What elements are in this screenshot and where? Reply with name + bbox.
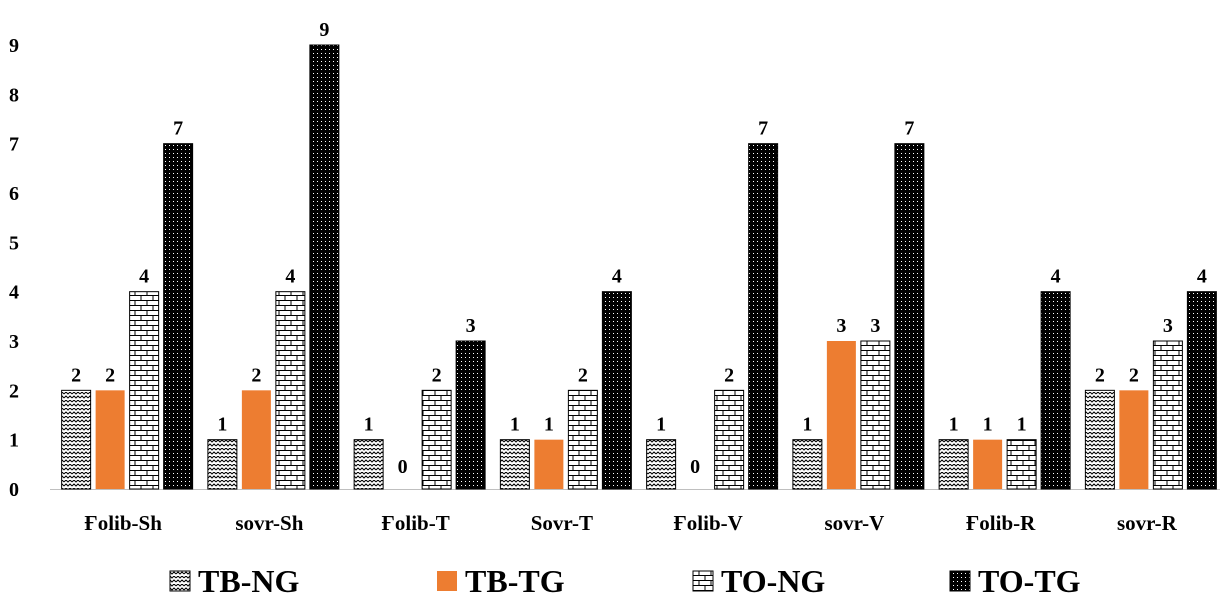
- y-tick-label: 7: [9, 134, 19, 156]
- bar-to-tg: [1186, 291, 1217, 490]
- legend-item-tb-tg: TB-TG: [437, 563, 565, 599]
- data-label: 7: [173, 118, 183, 140]
- data-label: 3: [836, 315, 846, 337]
- bar-to-ng: [714, 389, 745, 490]
- bar-tb-ng: [646, 439, 677, 490]
- data-label: 2: [1129, 364, 1139, 386]
- data-label: 7: [904, 118, 914, 140]
- bar-tb-ng: [938, 439, 969, 490]
- y-tick-label: 8: [9, 84, 19, 106]
- data-label: 4: [1197, 266, 1207, 288]
- data-label: 3: [870, 315, 880, 337]
- data-label: 2: [724, 364, 734, 386]
- bar-tb-ng: [792, 439, 823, 490]
- bar-to-tg: [1040, 291, 1071, 490]
- y-tick-label: 3: [9, 331, 19, 353]
- legend-swatch: [949, 570, 971, 592]
- x-category-label: sovr-V: [824, 511, 884, 535]
- bar-tb-tg: [534, 439, 564, 489]
- data-label: 2: [1095, 364, 1105, 386]
- legend-item-to-tg: TO-TG: [949, 563, 1081, 599]
- bar-to-ng: [421, 389, 452, 490]
- legend-label: TB-TG: [465, 563, 565, 596]
- data-label: 9: [319, 19, 329, 41]
- bar-tb-ng: [207, 439, 238, 490]
- y-tick-label: 5: [9, 232, 19, 254]
- data-label: 1: [510, 414, 520, 436]
- data-label: 1: [656, 414, 666, 436]
- x-category-label: Sovr-T: [531, 511, 593, 535]
- bar-to-tg: [748, 143, 779, 490]
- legend-item-tb-ng: TB-NG: [169, 563, 299, 599]
- bar-tb-ng: [61, 389, 92, 490]
- data-label: 2: [432, 364, 442, 386]
- x-category-label: sovr-R: [1117, 511, 1178, 535]
- bar-to-ng: [567, 389, 598, 490]
- bar-to-ng: [860, 340, 891, 490]
- x-category-label: Ғolib-Sh: [84, 511, 162, 535]
- data-label: 3: [1163, 315, 1173, 337]
- bar-to-tg: [309, 44, 340, 490]
- legend-swatch: [692, 570, 714, 592]
- bar-to-tg: [894, 143, 925, 490]
- data-label: 2: [251, 364, 261, 386]
- y-tick-label: 6: [9, 183, 19, 205]
- x-category-label: Ғolib-T: [382, 511, 450, 535]
- bar-to-tg: [601, 291, 632, 490]
- data-label: 2: [578, 364, 588, 386]
- bar-to-ng: [275, 291, 306, 490]
- y-tick-label: 0: [9, 479, 19, 501]
- bar-to-tg: [163, 143, 194, 490]
- data-label: 1: [544, 414, 554, 436]
- legend-label: TB-NG: [198, 563, 299, 596]
- x-category-label: Ғolib-V: [673, 511, 742, 535]
- legend: TB-NG TB-TG TO-NG TO-TG: [169, 563, 1081, 599]
- data-label: 1: [983, 414, 993, 436]
- y-tick-label: 2: [9, 380, 19, 402]
- data-label: 2: [105, 364, 115, 386]
- bar-tb-tg: [241, 390, 271, 489]
- bars-layer: [61, 44, 1217, 490]
- y-tick-label: 4: [9, 282, 19, 304]
- data-label: 1: [217, 414, 227, 436]
- data-label: 4: [612, 266, 622, 288]
- x-category-label: sovr-Sh: [235, 511, 303, 535]
- bar-tb-ng: [353, 439, 384, 490]
- data-label: 1: [364, 414, 374, 436]
- bar-tb-tg: [1119, 390, 1149, 489]
- data-label: 3: [466, 315, 476, 337]
- data-label: 4: [139, 266, 149, 288]
- bar-to-ng: [129, 291, 160, 490]
- axis-layer: 0 1 2 3 4 5 6 7 8 9 Ғolib-Sh sovr-Sh Ғolib-T Sovr-T Ғo…: [9, 35, 1220, 535]
- y-tick-label: 9: [9, 35, 19, 57]
- legend-swatch: [437, 571, 457, 591]
- bar-to-ng: [1006, 439, 1037, 490]
- legend-item-to-ng: TO-NG: [692, 563, 825, 599]
- bar-to-ng: [1152, 340, 1183, 490]
- bar-to-tg: [455, 340, 486, 490]
- data-label: 0: [690, 456, 700, 478]
- bar-tb-tg: [95, 390, 125, 489]
- bar-tb-ng: [1084, 389, 1115, 490]
- y-tick-label: 1: [9, 430, 19, 452]
- legend-label: TO-TG: [978, 563, 1081, 596]
- data-label: 1: [1017, 414, 1027, 436]
- bar-tb-ng: [499, 439, 530, 490]
- x-category-label: Ғolib-R: [966, 511, 1036, 535]
- data-label: 1: [802, 414, 812, 436]
- data-label: 1: [949, 414, 959, 436]
- data-label: 0: [398, 456, 408, 478]
- bar-tb-tg: [826, 341, 856, 489]
- bar-tb-tg: [973, 439, 1003, 489]
- data-label: 4: [1051, 266, 1061, 288]
- legend-swatch: [169, 570, 191, 592]
- data-label: 2: [71, 364, 81, 386]
- legend-label: TO-NG: [721, 563, 825, 596]
- data-label: 7: [758, 118, 768, 140]
- data-label: 4: [285, 266, 295, 288]
